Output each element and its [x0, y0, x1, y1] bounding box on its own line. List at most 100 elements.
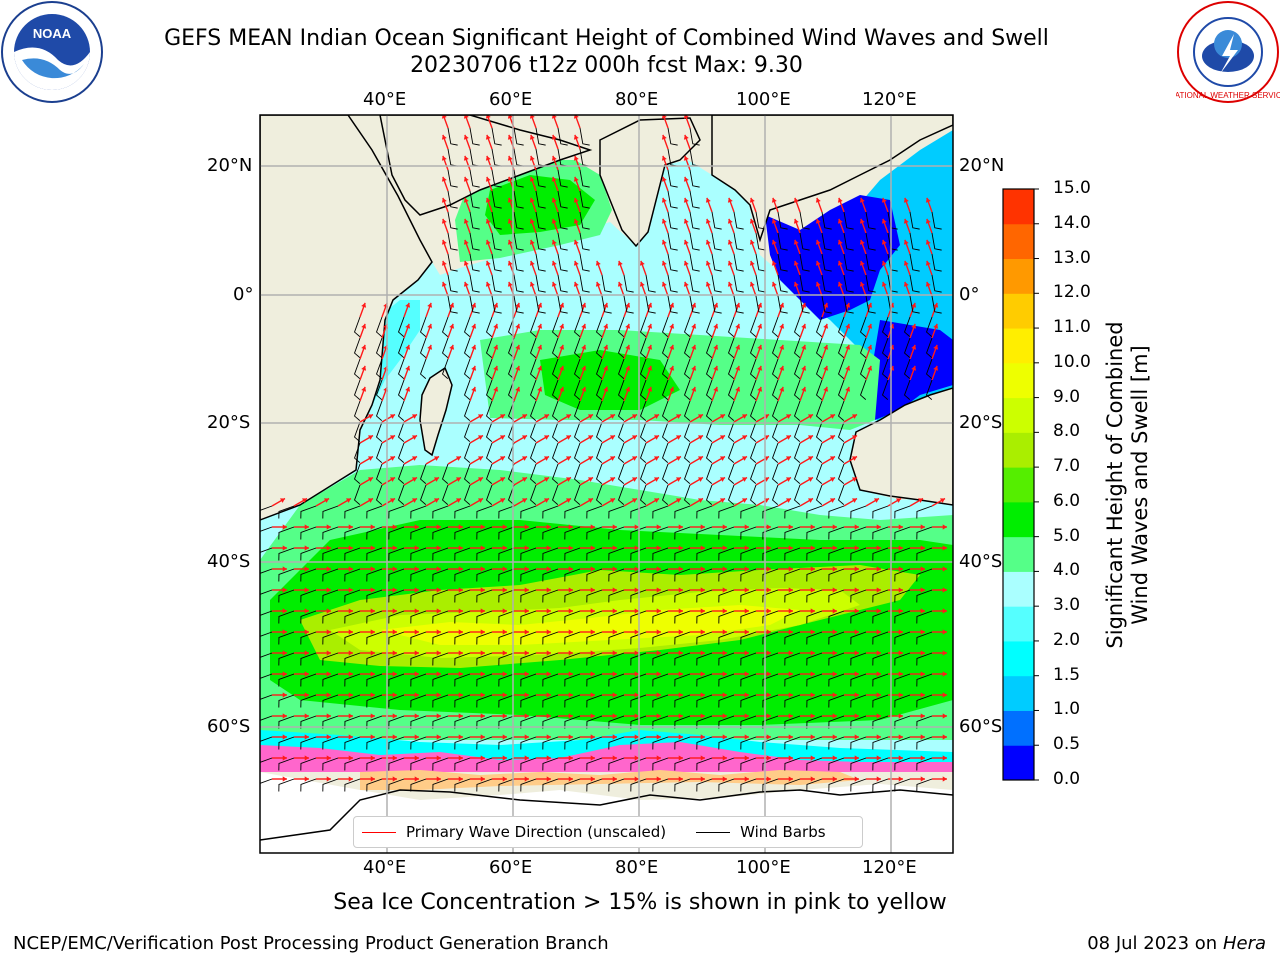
- wind-barb: [513, 169, 524, 188]
- wave-direction-arrowhead: [392, 713, 397, 719]
- wave-direction-arrowhead: [546, 608, 551, 614]
- wave-direction-arrowhead: [595, 260, 601, 266]
- wind-barb: [696, 673, 713, 687]
- wind-barb: [843, 295, 854, 314]
- wave-direction-arrowhead: [669, 302, 675, 308]
- wind-barb: [586, 778, 603, 792]
- wind-barb: [586, 568, 603, 582]
- wave-direction-arrowhead: [463, 281, 469, 287]
- wind-barb: [837, 337, 845, 358]
- wind-barb: [696, 694, 713, 708]
- wave-direction-arrowhead: [942, 755, 947, 761]
- wave-direction-arrowhead: [675, 477, 681, 482]
- wave-direction-arrowhead: [859, 281, 865, 287]
- wind-barb: [683, 316, 691, 337]
- wave-direction-arrowhead: [521, 477, 527, 482]
- wave-direction-arrowhead: [568, 524, 573, 530]
- wind-barb: [419, 316, 427, 337]
- wave-direction-arrowhead: [735, 302, 741, 308]
- wind-barb: [639, 379, 647, 400]
- wind-barb: [366, 757, 383, 771]
- wave-direction-arrowhead: [480, 587, 485, 593]
- noaa-logo-text: NOAA: [33, 26, 72, 41]
- wind-barb: [366, 610, 383, 624]
- wind-barb: [469, 274, 480, 293]
- wave-direction-arrowhead: [480, 755, 485, 761]
- colorbar-swatch: [1003, 293, 1034, 329]
- wind-barb: [705, 400, 713, 421]
- wind-barb: [513, 211, 524, 230]
- wind-barb: [667, 295, 678, 314]
- wind-barb: [762, 652, 779, 666]
- arabian-peninsula: [379, 115, 593, 216]
- wave-direction-arrowhead: [722, 776, 727, 782]
- wave-direction-arrowhead: [700, 587, 705, 593]
- wind-barb: [322, 589, 339, 603]
- wave-direction-arrowhead: [771, 218, 777, 224]
- wind-barb: [573, 442, 581, 463]
- wind-barb: [894, 778, 911, 792]
- wave-direction-arrowhead: [631, 477, 637, 482]
- wave-direction-arrowhead: [661, 115, 667, 119]
- wave-direction-arrowhead: [477, 456, 483, 461]
- wind-barb: [432, 736, 449, 750]
- wind-barb: [689, 295, 700, 314]
- wave-direction-arrowhead: [744, 545, 749, 551]
- wind-barb: [542, 736, 559, 750]
- wind-barb: [463, 358, 471, 379]
- wind-barb: [366, 568, 383, 582]
- wind-barb: [630, 778, 647, 792]
- wave-direction-arrowhead: [845, 323, 851, 329]
- wave-direction-arrowhead: [603, 344, 609, 350]
- colorbar-tick-label: 14.0: [1053, 212, 1091, 233]
- wind-barb: [366, 526, 383, 540]
- wind-barb: [498, 715, 515, 729]
- wind-barb: [916, 778, 933, 792]
- wave-direction-arrowhead: [458, 545, 463, 551]
- wave-direction-arrowhead: [326, 650, 331, 656]
- wind-barb: [894, 736, 911, 750]
- wind-barb: [375, 400, 383, 421]
- wave-direction-arrowhead: [631, 456, 637, 461]
- wind-barb: [454, 673, 471, 687]
- wind-barb: [661, 358, 669, 379]
- wind-barb: [683, 484, 691, 505]
- wind-barb: [260, 589, 273, 595]
- wind-barb: [784, 757, 801, 771]
- wave-direction-arrowhead: [933, 302, 939, 308]
- wind-barb: [454, 505, 471, 519]
- wave-direction-arrowhead: [414, 734, 419, 740]
- wind-barb: [784, 610, 801, 624]
- wind-barb: [410, 715, 427, 729]
- wind-barb: [784, 778, 801, 792]
- colorbar-label-line2: Wind Waves and Swell [m]: [1128, 345, 1152, 625]
- wave-direction-arrowhead: [876, 587, 881, 593]
- wave-direction-arrowhead: [722, 629, 727, 635]
- wave-direction-arrowhead: [392, 776, 397, 782]
- wave-direction-arrowhead: [837, 239, 843, 245]
- lon-label-top-100e: 100°E: [736, 89, 791, 110]
- wave-direction-arrowhead: [876, 755, 881, 761]
- wind-barb: [476, 673, 493, 687]
- wave-direction-arrowhead: [480, 776, 485, 782]
- colorbar-swatch: [1003, 606, 1034, 642]
- wind-barb: [608, 673, 625, 687]
- wave-direction-arrowhead: [436, 566, 441, 572]
- wind-barb: [733, 211, 744, 230]
- wave-direction-arrowhead: [881, 281, 887, 287]
- wave-direction-arrowhead: [405, 365, 411, 371]
- wind-barb: [344, 736, 361, 750]
- wind-barb: [639, 316, 647, 337]
- wind-barb: [828, 652, 845, 666]
- wave-direction-arrowhead: [612, 566, 617, 572]
- wave-direction-arrowhead: [326, 524, 331, 530]
- wave-direction-arrowhead: [854, 755, 859, 761]
- wave-direction-arrowhead: [361, 365, 367, 371]
- wave-direction-arrowhead: [854, 734, 859, 740]
- wind-barb: [498, 568, 515, 582]
- wind-barb: [806, 778, 823, 792]
- wind-barb: [535, 127, 546, 146]
- wave-direction-arrowhead: [700, 713, 705, 719]
- wind-barb: [630, 610, 647, 624]
- madagascar: [419, 366, 453, 457]
